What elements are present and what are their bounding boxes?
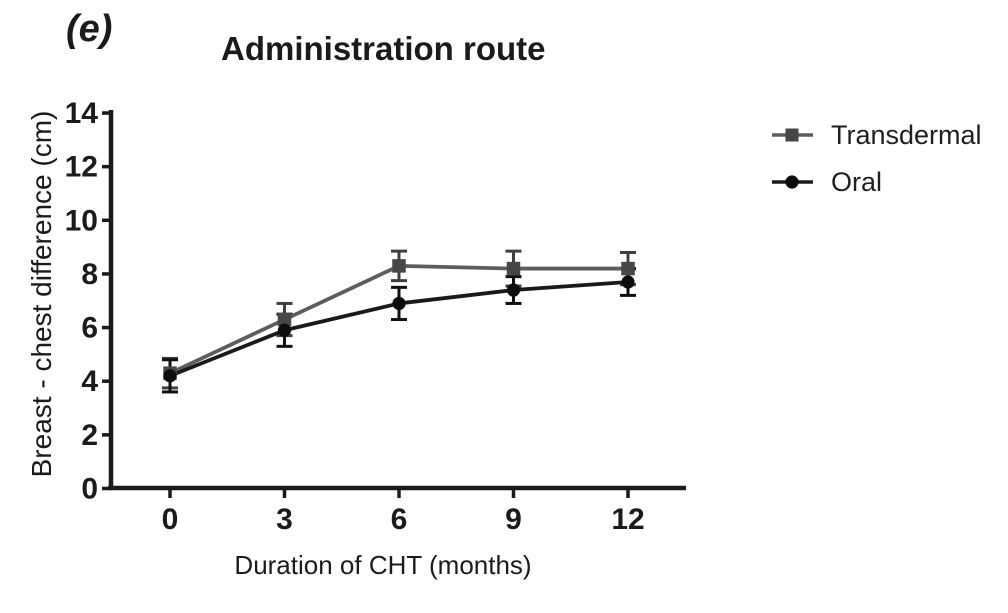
legend-item-transdermal: Transdermal — [771, 119, 982, 150]
oral-circle-marker-icon — [772, 175, 813, 189]
data-point-oral — [392, 296, 406, 311]
x-tick-label: 3 — [276, 503, 293, 536]
data-point-transdermal — [506, 261, 521, 276]
y-tick-label: 0 — [81, 473, 98, 506]
data-point-oral — [506, 283, 521, 297]
x-tick-label: 0 — [162, 503, 179, 536]
chart-title: Administration route — [221, 30, 546, 67]
transdermal-square-marker-icon — [772, 128, 813, 142]
data-point-transdermal — [621, 261, 635, 276]
x-tick-label: 6 — [391, 503, 408, 536]
data-point-oral — [163, 369, 177, 383]
legend-label-oral: Oral — [831, 166, 883, 197]
legend-marker-shape — [785, 175, 799, 189]
legend: Transdermal Oral — [771, 119, 982, 215]
data-point-oral — [277, 323, 292, 337]
data-point-transdermal — [277, 312, 292, 327]
y-tick-label: 14 — [65, 97, 99, 130]
legend-label-transdermal: Transdermal — [831, 119, 982, 150]
x-tick-label: 9 — [505, 503, 522, 536]
y-tick-label: 10 — [65, 204, 98, 237]
legend-item-oral: Oral — [771, 166, 982, 197]
y-tick-label: 6 — [81, 312, 98, 345]
y-tick-label: 4 — [81, 365, 98, 398]
data-point-oral — [621, 275, 635, 289]
x-tick-label: 12 — [611, 503, 644, 536]
y-tick-label: 2 — [81, 419, 98, 452]
x-axis-title: Duration of CHT (months) — [234, 550, 532, 580]
y-tick-label: 12 — [65, 151, 98, 184]
legend-marker-shape — [785, 128, 799, 142]
panel-label: (e) — [66, 8, 113, 50]
data-point-transdermal — [392, 259, 406, 273]
y-tick-label: 8 — [81, 258, 98, 291]
